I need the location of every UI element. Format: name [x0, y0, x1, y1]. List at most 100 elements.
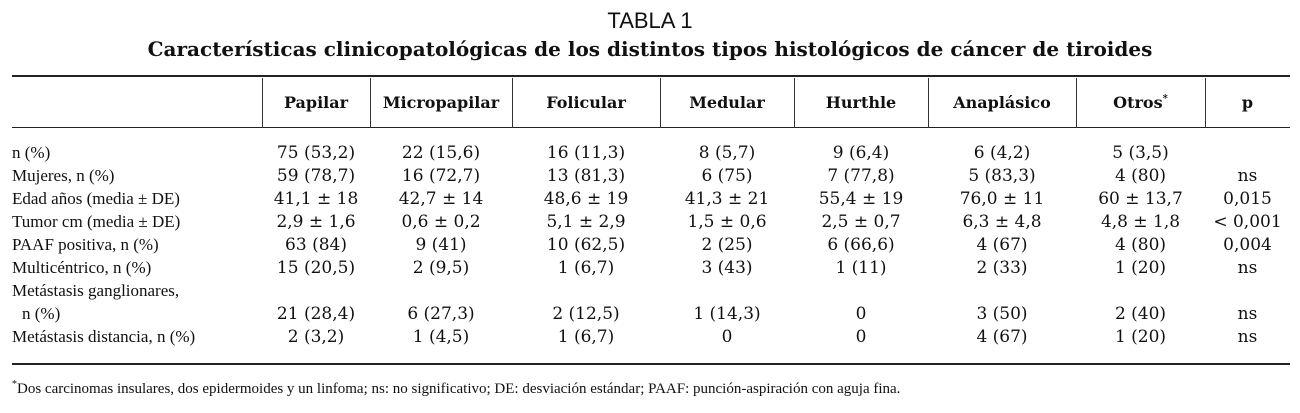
table-cell: 6 (66,6)	[827, 235, 895, 255]
column-separator	[262, 78, 263, 128]
table-cell: 4,8 ± 1,8	[1100, 212, 1181, 232]
table-cell: 4 (67)	[976, 327, 1028, 347]
column-header: Hurthle	[794, 93, 928, 112]
table-cell: 6 (75)	[701, 166, 753, 186]
table-cell: 7 (77,8)	[827, 166, 895, 186]
table-cell: 9 (6,4)	[832, 143, 890, 163]
column-separator	[512, 78, 513, 128]
table-cell: 75 (53,2)	[276, 143, 356, 163]
column-header: Anaplásico	[928, 93, 1076, 112]
table-cell: 0,6 ± 0,2	[401, 212, 481, 232]
column-header-text: Folicular	[546, 93, 626, 112]
table-cell: 55,4 ± 19	[818, 189, 904, 209]
table-cell: 2 (12,5)	[552, 304, 620, 324]
table-cell: 1 (20)	[1114, 258, 1167, 278]
table-cell: 1 (20)	[1114, 327, 1167, 347]
table-cell: 9 (41)	[415, 235, 467, 255]
table-cell: 59 (78,7)	[276, 166, 356, 186]
table-cell: 76,0 ± 11	[959, 189, 1045, 209]
footnote-mark: *	[12, 379, 17, 390]
table-cell: 41,3 ± 21	[684, 189, 770, 209]
table-cell: 0,015	[1223, 189, 1272, 209]
table-cell: 0,004	[1223, 235, 1272, 255]
table-cell: 4 (80)	[1114, 235, 1167, 255]
table-cell: 1 (4,5)	[412, 327, 470, 347]
bottom-rule	[12, 363, 1290, 365]
table-cell: 5,1 ± 2,9	[546, 212, 626, 232]
header-rule	[12, 127, 1290, 128]
table-cell: 6 (27,3)	[407, 304, 475, 324]
table-cell: 3 (50)	[976, 304, 1028, 324]
table-cell: 2 (25)	[701, 235, 753, 255]
table-cell: 2 (33)	[976, 258, 1028, 278]
row-label: n (%)	[12, 143, 51, 162]
table-cell: 0	[855, 327, 867, 347]
table-cell: 42,7 ± 14	[398, 189, 484, 209]
column-separator	[660, 78, 661, 128]
row-label: Metástasis distancia, n (%)	[12, 327, 196, 346]
table-cell: 0	[855, 304, 867, 324]
table-cell: 2 (3,2)	[287, 327, 345, 347]
table-cell: 15 (20,5)	[276, 258, 356, 278]
table-cell: ns	[1237, 166, 1258, 186]
column-header: Otros*	[1076, 93, 1205, 112]
table-cell: 8 (5,7)	[698, 143, 756, 163]
column-header: p	[1205, 93, 1290, 112]
table-cell: 6 (4,2)	[973, 143, 1031, 163]
table-cell: 13 (81,3)	[546, 166, 626, 186]
footnote: *Dos carcinomas insulares, dos epidermoi…	[12, 379, 900, 398]
table-title: TABLA 1	[607, 8, 693, 33]
table-cell: < 0,001	[1213, 212, 1282, 232]
table-cell: 2,5 ± 0,7	[821, 212, 901, 232]
column-header-text: Micropapilar	[382, 93, 500, 112]
table-cell: 3 (43)	[701, 258, 753, 278]
row-label: Edad años (media ± DE)	[12, 189, 180, 208]
column-header: Medular	[660, 93, 794, 112]
column-separator	[370, 78, 371, 128]
column-header-text: Otros	[1113, 93, 1163, 112]
table-cell: 1 (6,7)	[557, 258, 615, 278]
table-cell: 1 (11)	[835, 258, 887, 278]
table-cell: 16 (72,7)	[401, 166, 481, 186]
table-cell: ns	[1237, 304, 1258, 324]
row-label: Multicéntrico, n (%)	[12, 258, 152, 277]
column-separator	[1205, 78, 1206, 128]
table-cell: 1,5 ± 0,6	[687, 212, 767, 232]
table-cell: ns	[1237, 327, 1258, 347]
table-cell: 6,3 ± 4,8	[962, 212, 1042, 232]
column-header-text: Papilar	[283, 93, 349, 112]
column-header: Papilar	[262, 93, 370, 112]
column-header-text: p	[1241, 93, 1254, 112]
table-cell: 5 (83,3)	[968, 166, 1036, 186]
column-header: Micropapilar	[370, 93, 512, 112]
table-subtitle: Características clinicopatológicas de lo…	[147, 37, 1153, 61]
column-header-text: Medular	[689, 93, 765, 112]
row-label: PAAF positiva, n (%)	[12, 235, 159, 254]
table-cell: 48,6 ± 19	[543, 189, 629, 209]
table-cell: 2 (9,5)	[412, 258, 470, 278]
row-label: Mujeres, n (%)	[12, 166, 115, 185]
column-separator	[928, 78, 929, 128]
table-cell: 60 ± 13,7	[1098, 189, 1183, 209]
table-cell: 1 (6,7)	[557, 327, 615, 347]
footnote-text: Dos carcinomas insulares, dos epidermoid…	[17, 381, 901, 397]
row-label: n (%)	[22, 304, 61, 323]
table-cell: ns	[1237, 258, 1258, 278]
table-cell: 63 (84)	[285, 235, 347, 255]
table-cell: 1 (14,3)	[693, 304, 761, 324]
table-cell: 21 (28,4)	[276, 304, 356, 324]
column-separator	[794, 78, 795, 128]
table-cell: 2,9 ± 1,6	[276, 212, 356, 232]
table-cell: 2 (40)	[1114, 304, 1167, 324]
table-cell: 22 (15,6)	[401, 143, 481, 163]
column-header-text: Anaplásico	[953, 93, 1051, 112]
top-rule	[12, 75, 1290, 77]
column-header-mark: *	[1162, 93, 1168, 105]
table-cell: 4 (67)	[976, 235, 1028, 255]
column-header-text: Hurthle	[825, 93, 897, 112]
column-separator	[1076, 78, 1077, 128]
row-label: Tumor cm (media ± DE)	[12, 212, 181, 231]
table-cell: 5 (3,5)	[1112, 143, 1169, 163]
